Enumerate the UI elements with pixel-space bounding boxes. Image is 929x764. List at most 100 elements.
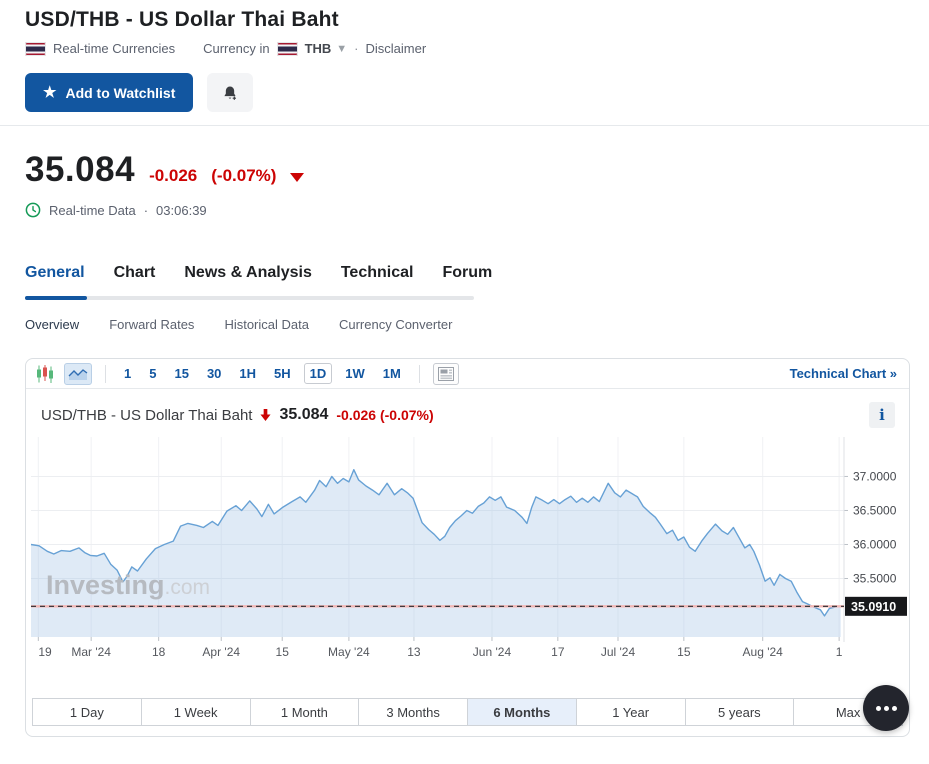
x-axis-label: 17: [551, 645, 565, 659]
toolbar-separator: [105, 364, 106, 383]
y-axis-label: 35.5000: [853, 571, 897, 585]
tab-chart[interactable]: Chart: [113, 264, 156, 281]
category-label: Real-time Currencies: [53, 41, 176, 56]
ellipsis-icon: [883, 705, 889, 711]
x-axis-label: 13: [407, 645, 421, 659]
quote-time: 03:06:39: [156, 202, 207, 218]
currency-in-label: Currency in: [203, 41, 270, 56]
current-price-tag: [845, 596, 907, 616]
page-title: USD/THB - US Dollar Thai Baht: [25, 8, 339, 31]
chart-card: 1 5 15 30 1H 5H 1D 1W 1M Technical Chart » USD/T…: [25, 358, 910, 737]
add-to-watchlist-button[interactable]: ★ Add to Watchlist: [25, 73, 194, 112]
instrument-meta: Real-time Currencies Currency in THB ▼ ·…: [25, 41, 910, 56]
ellipsis-icon: [875, 705, 881, 711]
realtime-label: Real-time Data: [49, 202, 136, 218]
subnav-overview[interactable]: Overview: [25, 317, 80, 332]
actions-row: ★ Add to Watchlist: [25, 73, 910, 112]
timeframe-1w[interactable]: 1W: [345, 366, 365, 381]
bell-plus-icon: [224, 86, 237, 100]
current-price-tag-label: 35.0910: [851, 600, 896, 614]
section-divider: [0, 125, 929, 126]
x-axis-label: 18: [152, 645, 166, 659]
candlestick-icon: [37, 364, 53, 383]
active-tab-indicator: [25, 296, 87, 300]
triangle-down-icon: [290, 173, 305, 182]
chart-news-button[interactable]: [432, 362, 459, 385]
price-line: [30, 469, 841, 617]
tab-forum[interactable]: Forum: [442, 264, 493, 281]
subnav-currency-converter[interactable]: Currency Converter: [338, 317, 453, 332]
clock-icon: [25, 202, 41, 218]
chart-toolbar: 1 5 15 30 1H 5H 1D 1W 1M Technical Chart »: [26, 359, 909, 389]
y-axis-label: 37.0000: [853, 469, 897, 483]
subnav-historical-data[interactable]: Historical Data: [224, 317, 309, 332]
x-axis-label: Mar '24: [71, 645, 111, 659]
create-alert-button[interactable]: [207, 73, 254, 112]
range-selector: 1 Day 1 Week 1 Month 3 Months 6 Months 1 Year…: [32, 698, 903, 726]
tab-general[interactable]: General: [25, 264, 85, 281]
subnav-forward-rates[interactable]: Forward Rates: [109, 317, 195, 332]
tab-technical[interactable]: Technical: [340, 264, 414, 281]
quote-row: 35.084 -0.026 (-0.07%): [25, 112, 910, 190]
chart-title: USD/THB - US Dollar Thai Baht: [41, 406, 253, 424]
down-arrow-icon: [260, 409, 271, 421]
main-tabs: General Chart News & Analysis Technical Foru…: [25, 264, 910, 284]
area-chart-button[interactable]: [64, 362, 92, 385]
timeframe-1[interactable]: 1: [124, 366, 132, 381]
range-1-year[interactable]: 1 Year: [576, 699, 686, 725]
price-change-percent: (-0.07%): [211, 166, 277, 185]
x-axis-label: Jun '24: [473, 645, 512, 659]
x-axis-label: Apr '24: [202, 645, 240, 659]
toolbar-separator: [418, 364, 420, 383]
info-icon[interactable]: i: [869, 402, 895, 428]
thailand-flag-icon: [25, 41, 46, 56]
range-1-day[interactable]: 1 Day: [33, 699, 142, 725]
tab-news-analysis[interactable]: News & Analysis: [184, 264, 312, 281]
timeframe-5[interactable]: 5: [149, 366, 157, 381]
x-axis-label: 15: [677, 645, 691, 659]
disclaimer-link[interactable]: Disclaimer: [365, 41, 427, 56]
range-6-months[interactable]: 6 Months: [468, 699, 577, 725]
time-separator: ·: [143, 202, 149, 218]
y-axis-label: 36.0000: [853, 537, 897, 551]
chevron-down-icon[interactable]: ▼: [336, 42, 348, 55]
tabs-underline: [25, 296, 474, 300]
y-axis-label: 36.5000: [853, 503, 897, 517]
x-axis-label: Jul '24: [601, 645, 636, 659]
x-axis-label: 15: [276, 645, 290, 659]
candlestick-chart-button[interactable]: [35, 364, 55, 384]
range-1-month[interactable]: 1 Month: [250, 699, 360, 725]
watchlist-button-label: Add to Watchlist: [65, 84, 176, 101]
range-3-months[interactable]: 3 Months: [359, 699, 468, 725]
chart-area[interactable]: 19 Mar '24 18 Apr '24 15 May '24 13 Jun '24 17 Ju…: [26, 437, 909, 661]
area-chart-icon: [68, 368, 88, 380]
timeframe-15[interactable]: 15: [174, 366, 189, 381]
star-icon: ★: [43, 83, 57, 101]
x-axis-label: Aug '24: [743, 645, 784, 659]
timeframe-1h[interactable]: 1H: [239, 366, 257, 381]
currency-code[interactable]: THB: [304, 41, 332, 56]
range-5-years[interactable]: 5 years: [685, 699, 795, 725]
realtime-row: Real-time Data · 03:06:39: [25, 202, 910, 218]
range-1-week[interactable]: 1 Week: [141, 699, 251, 725]
x-axis-label: 1: [836, 645, 843, 659]
more-options-button[interactable]: [863, 685, 909, 731]
chart-header: USD/THB - US Dollar Thai Baht 35.084 -0.…: [26, 389, 909, 437]
chart-price: 35.084: [279, 406, 329, 423]
timeframe-5h[interactable]: 5H: [274, 366, 291, 381]
ellipsis-icon: [891, 705, 897, 711]
sub-nav: Overview Forward Rates Historical Data Curr…: [25, 317, 910, 332]
chart-change: -0.026 (-0.07%): [336, 407, 434, 423]
last-price: 35.084: [25, 150, 136, 189]
timeframe-1m[interactable]: 1M: [382, 366, 401, 381]
timeframe-1d[interactable]: 1D: [303, 363, 333, 384]
timeframe-30[interactable]: 30: [206, 366, 222, 381]
news-layout-icon: [437, 366, 454, 381]
x-axis-label: May '24: [328, 645, 370, 659]
thailand-flag-icon: [276, 41, 298, 56]
technical-chart-link[interactable]: Technical Chart »: [789, 366, 897, 381]
timeframe-group: 1 5 15 30 1H 5H 1D 1W 1M: [119, 363, 406, 384]
price-chart[interactable]: 19 Mar '24 18 Apr '24 15 May '24 13 Jun '24 17 Ju…: [26, 437, 909, 661]
dot-separator: ·: [354, 41, 359, 56]
